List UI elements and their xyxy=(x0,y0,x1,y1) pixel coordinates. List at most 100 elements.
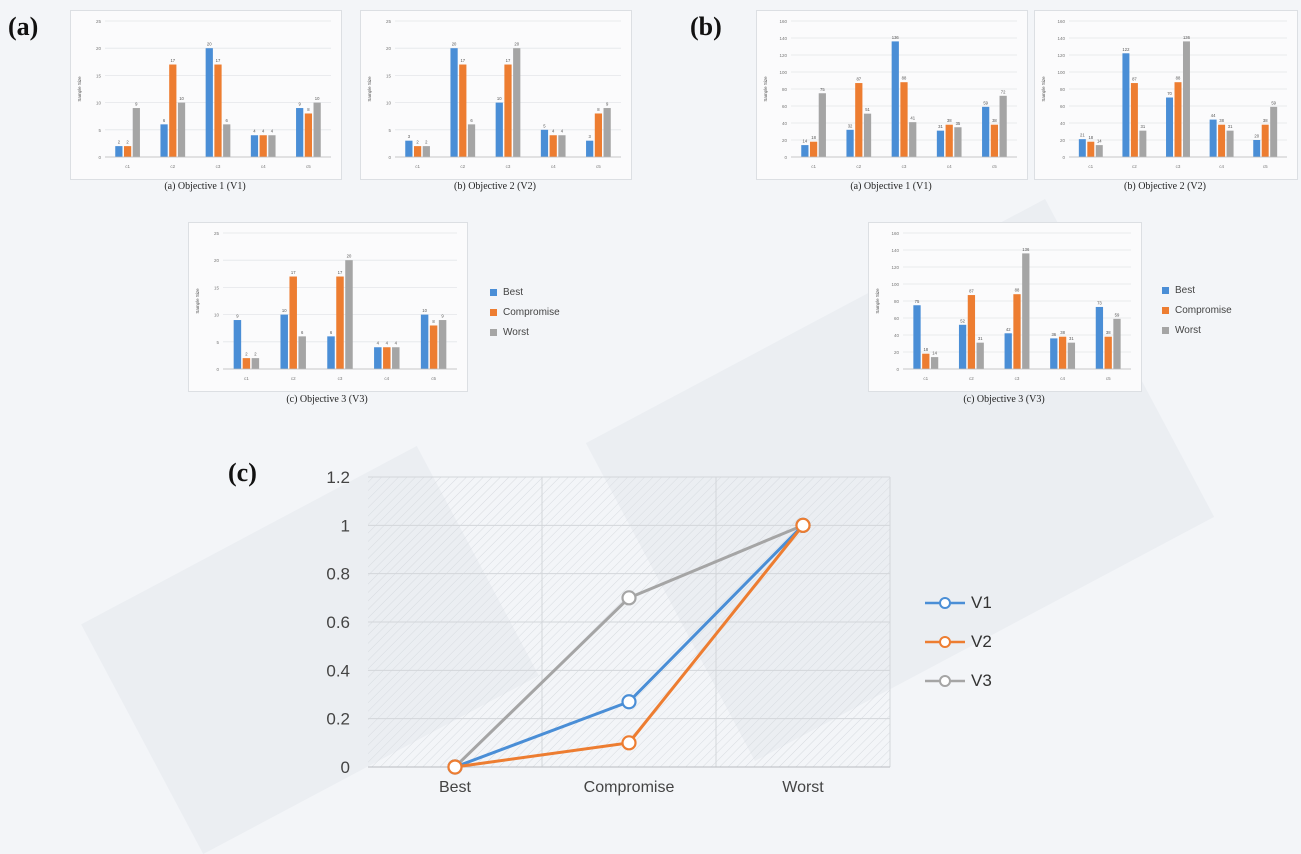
bar-worst xyxy=(930,357,939,369)
legend-item-compromise: Compromise xyxy=(490,302,560,322)
data-label: 9 xyxy=(606,102,609,107)
y-axis-label: Sample Size xyxy=(1041,76,1046,102)
bar-compromise xyxy=(413,146,422,157)
y-tick-label: 120 xyxy=(891,265,899,270)
legend-marker-v2 xyxy=(925,635,965,648)
x-tick-label: Best xyxy=(439,779,472,796)
bar-worst xyxy=(422,146,430,157)
x-tick-label: c4 xyxy=(261,164,266,169)
panel-label-a: (a) xyxy=(8,12,39,41)
series-point-v1 xyxy=(621,694,637,710)
legend-label: Compromise xyxy=(503,306,560,318)
bar-worst xyxy=(438,320,447,369)
bar-compromise xyxy=(809,141,818,157)
data-label: 20 xyxy=(207,42,212,47)
data-label: 10 xyxy=(422,308,427,313)
data-label: 9 xyxy=(236,314,239,319)
bar-best xyxy=(327,336,335,369)
x-tick-label: c5 xyxy=(992,164,997,169)
x-tick-label: c2 xyxy=(291,376,296,381)
data-label: 4 xyxy=(561,129,564,134)
bar-best xyxy=(420,314,429,369)
data-label: 18 xyxy=(923,347,928,352)
bar-chart-a3: 0 5 10 15 20 25 Sample Size c1 9 2 2 c2 10 17 6 c3 6 17 20… xyxy=(188,222,468,392)
data-label: 8 xyxy=(597,107,600,112)
bar-best xyxy=(958,324,967,369)
data-label: 4 xyxy=(377,341,380,346)
bar-best xyxy=(495,102,503,157)
bar-worst xyxy=(268,135,276,157)
y-tick-label: 0 xyxy=(1062,155,1065,160)
x-tick-label: c1 xyxy=(811,164,816,169)
bar-compromise xyxy=(1174,82,1182,157)
bar-best xyxy=(1078,139,1086,157)
data-label: 4 xyxy=(262,129,265,134)
bar-compromise xyxy=(1218,124,1226,157)
bar-compromise xyxy=(504,64,512,157)
data-label: 17 xyxy=(216,58,221,63)
bar-best xyxy=(801,145,809,157)
bar-chart-b3: 0 20 40 60 80 100 120 140 160 Sample Size c1 75 18 14… xyxy=(868,222,1142,392)
y-tick-label: 0 xyxy=(784,155,787,160)
data-label: 70 xyxy=(1167,91,1172,96)
x-tick-label: c2 xyxy=(460,164,465,169)
data-label: 59 xyxy=(1115,312,1120,317)
data-label: 9 xyxy=(298,102,301,107)
legend-label-v2: V2 xyxy=(971,631,992,651)
bar-compromise xyxy=(594,113,603,157)
y-tick-label: 20 xyxy=(1060,138,1066,143)
bar-best xyxy=(115,146,123,157)
series-point-v2 xyxy=(447,759,463,775)
legend-item-best: Best xyxy=(1162,280,1232,300)
data-label: 42 xyxy=(1006,327,1011,332)
legend-swatch-best xyxy=(1162,286,1169,294)
y-tick-label: 80 xyxy=(782,87,788,92)
y-tick-label: 5 xyxy=(388,128,391,133)
bar-best xyxy=(1004,333,1012,369)
y-tick-label: 140 xyxy=(891,248,899,253)
x-tick-label: c5 xyxy=(431,376,436,381)
bar-best xyxy=(891,41,899,157)
y-tick-label: 100 xyxy=(779,70,787,75)
legend-item-v3: V3 xyxy=(925,661,992,700)
data-label: 10 xyxy=(497,96,502,101)
bar-compromise xyxy=(1013,294,1021,369)
y-tick-label: 100 xyxy=(1057,70,1065,75)
y-tick-label: 0 xyxy=(388,155,391,160)
data-label: 38 xyxy=(1060,330,1065,335)
bar-compromise xyxy=(990,124,999,157)
x-tick-label: c3 xyxy=(1176,164,1181,169)
bar-worst xyxy=(558,135,566,157)
bar-worst xyxy=(1113,318,1121,369)
bar-chart-a1-svg: 0 5 10 15 20 25 Sample Size c1 2 2 9 c2 6 17 10 c3 20 17 6… xyxy=(77,19,331,169)
data-label: 41 xyxy=(910,116,915,121)
bar-compromise xyxy=(1104,336,1112,369)
x-tick-label: c4 xyxy=(384,376,389,381)
data-label: 18 xyxy=(1088,135,1093,140)
data-label: 8 xyxy=(432,319,435,324)
bar-best xyxy=(280,314,288,369)
bar-worst xyxy=(1022,253,1030,369)
data-label: 4 xyxy=(395,341,398,346)
bar-best xyxy=(1253,140,1261,157)
bar-best xyxy=(233,320,242,369)
y-tick-label: 0 xyxy=(896,367,899,372)
bar-worst xyxy=(1182,41,1190,157)
data-label: 136 xyxy=(1022,247,1030,252)
legend-item-v1: V1 xyxy=(925,583,992,622)
data-label: 20 xyxy=(347,254,352,259)
bar-worst xyxy=(223,124,231,157)
data-label: 6 xyxy=(163,118,166,123)
data-label: 14 xyxy=(932,351,937,356)
panel-label-c: (c) xyxy=(228,458,257,487)
x-tick-label: Compromise xyxy=(584,779,675,796)
x-tick-label: c2 xyxy=(1132,164,1137,169)
y-tick-label: 60 xyxy=(894,316,900,321)
y-tick-label: 0 xyxy=(98,155,101,160)
x-tick-label: c4 xyxy=(1060,376,1065,381)
bar-best xyxy=(450,48,458,158)
bar-best xyxy=(846,129,854,157)
legend-swatch-worst xyxy=(490,328,497,336)
data-label: 87 xyxy=(856,77,861,82)
y-tick-label: 10 xyxy=(386,101,392,106)
